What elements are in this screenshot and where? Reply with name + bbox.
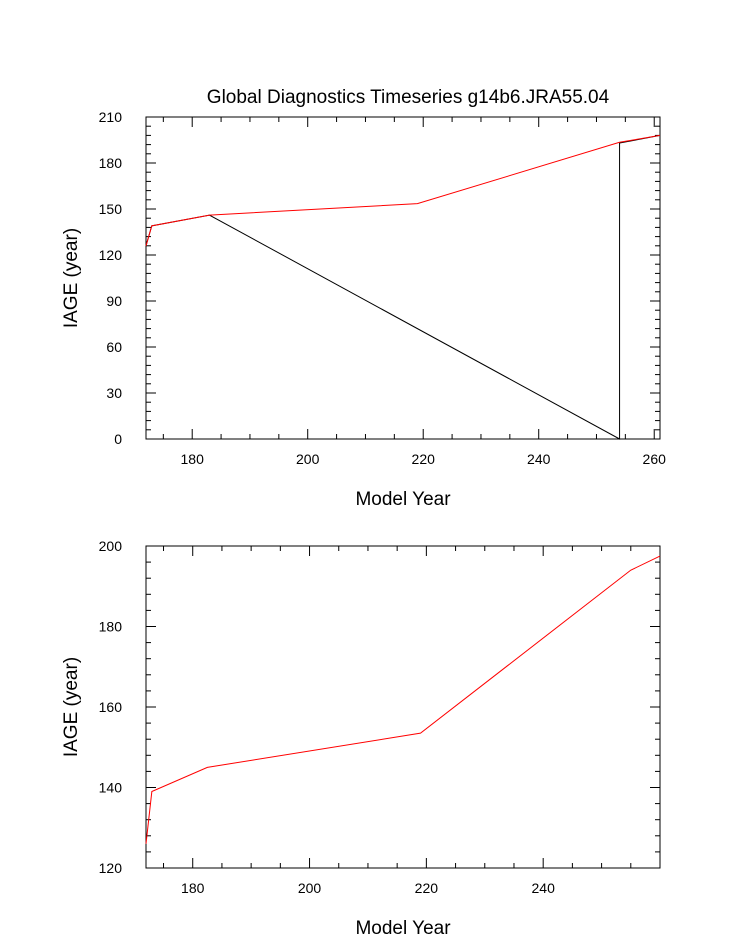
x-tick-label: 180	[181, 880, 205, 896]
y-tick-label: 160	[99, 699, 123, 715]
series-lines	[145, 555, 661, 844]
series-lines	[145, 134, 661, 440]
y-tick-label: 120	[99, 860, 123, 876]
x-tick-label: 220	[415, 880, 439, 896]
tick-marks	[146, 116, 660, 440]
series-line-0	[145, 555, 661, 844]
x-tick-label: 240	[527, 451, 551, 467]
chart-title: Global Diagnostics Timeseries g14b6.JRA5…	[207, 87, 610, 108]
x-axis-label: Model Year	[355, 918, 451, 939]
series-line-1	[145, 134, 661, 246]
y-tick-label: 200	[99, 538, 123, 554]
x-axis-label: Model Year	[355, 489, 451, 510]
bottom-panel: 180 200 220 240 120 140 160 180 200 Model Year I…	[61, 538, 661, 939]
top-panel: Global Diagnostics Timeseries g14b6.JRA5…	[61, 87, 666, 510]
tick-labels: 180 200 220 240 260 0 30 60 90 120 150 180 210	[99, 109, 666, 467]
x-tick-label: 200	[296, 451, 320, 467]
y-tick-label: 30	[106, 385, 122, 401]
y-tick-label: 180	[99, 619, 123, 635]
y-axis-label: IAGE (year)	[61, 657, 82, 757]
x-tick-label: 220	[412, 451, 436, 467]
x-tick-label: 260	[643, 451, 667, 467]
y-tick-label: 150	[99, 201, 123, 217]
y-tick-label: 60	[106, 339, 122, 355]
y-tick-label: 120	[99, 247, 123, 263]
y-tick-label: 140	[99, 780, 123, 796]
x-tick-label: 180	[181, 451, 205, 467]
x-tick-label: 240	[532, 880, 556, 896]
series-line-0	[145, 134, 661, 440]
plot-frame	[145, 116, 661, 440]
plot-frame	[145, 545, 661, 869]
y-tick-label: 210	[99, 109, 123, 125]
x-tick-label: 200	[298, 880, 322, 896]
y-axis-label: IAGE (year)	[61, 228, 82, 328]
tick-labels: 180 200 220 240 120 140 160 180 200	[99, 538, 555, 896]
y-tick-label: 0	[114, 431, 122, 447]
tick-marks	[146, 545, 661, 869]
y-tick-label: 90	[106, 293, 122, 309]
y-tick-label: 180	[99, 155, 123, 171]
